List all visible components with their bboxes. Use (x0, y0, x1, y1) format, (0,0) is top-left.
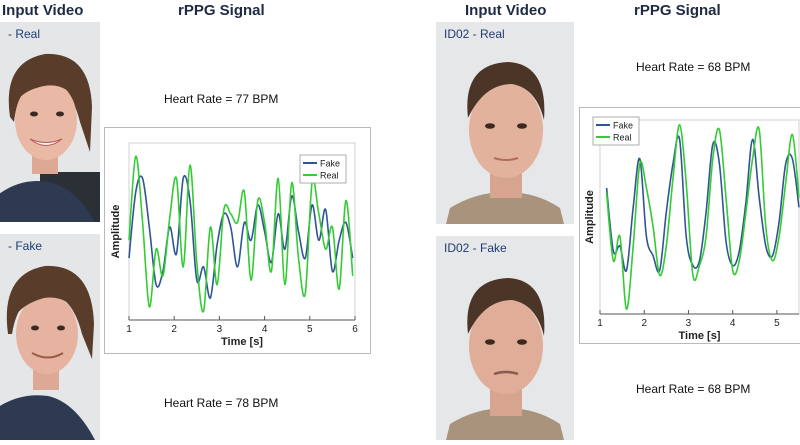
right-chart-series-fake-line (605, 135, 800, 273)
man-face-illustration (436, 22, 574, 224)
id01-fake-label: - Fake (8, 239, 43, 253)
right-chart-x-tick-label: 3 (686, 318, 692, 329)
left-chart-legend-label-fake: Fake (320, 159, 340, 169)
right-chart-y-axis-label: Amplitude (584, 190, 596, 244)
right-rppg-chart-svg: 1 2 3 4 5 Time [s] Amplitude Fake Real (584, 116, 800, 342)
left-rppg-chart: 1 2 3 4 5 6 Time [s] Amplitude Fake Real (104, 127, 371, 354)
right-input-video-heading: Input Video (465, 2, 547, 19)
right-chart-plot-area (599, 119, 800, 315)
right-chart-x-tick-label: 4 (730, 318, 736, 329)
id01-fake-video-frame: - Fake (0, 234, 100, 440)
right-chart-x-tick-label: 5 (774, 318, 780, 329)
fake-man-face-illustration (436, 236, 574, 440)
left-top-heart-rate: Heart Rate = 77 BPM (164, 92, 279, 106)
id01-real-label: - Real (8, 27, 41, 41)
right-chart-x-tick-label: 2 (641, 318, 647, 329)
left-chart-legend-box (299, 154, 347, 184)
left-chart-x-tick-label: 3 (217, 324, 223, 335)
fake-face-illustration (0, 234, 100, 440)
right-chart-legend-label-fake: Fake (613, 121, 633, 131)
right-chart-legend-label-real: Real (613, 133, 632, 143)
id02-fake-video-frame: ID02 - Fake (436, 236, 574, 440)
woman-face-illustration (0, 22, 100, 222)
id02-real-label: ID02 - Real (444, 27, 505, 41)
right-chart-legend-box (592, 116, 640, 146)
right-top-heart-rate: Heart Rate = 68 BPM (636, 60, 751, 74)
id02-real-video-frame: ID02 - Real (436, 22, 574, 224)
right-bottom-heart-rate: Heart Rate = 68 BPM (636, 382, 751, 396)
left-chart-x-tick-label: 5 (307, 324, 313, 335)
left-chart-x-tick-label: 2 (171, 324, 177, 335)
right-chart-x-tick-label: 1 (597, 318, 603, 329)
right-chart-series-real-line (605, 123, 800, 311)
right-chart-x-axis-label: Time [s] (679, 330, 721, 342)
left-chart-legend-label-real: Real (320, 171, 339, 181)
left-chart-y-axis-label: Amplitude (110, 205, 122, 259)
left-rppg-signal-heading: rPPG Signal (178, 2, 265, 19)
left-rppg-chart-svg: 1 2 3 4 5 6 Time [s] Amplitude Fake Real (110, 142, 358, 348)
left-chart-x-axis-label: Time [s] (221, 336, 263, 348)
right-rppg-chart: 1 2 3 4 5 Time [s] Amplitude Fake Real (579, 107, 800, 344)
right-rppg-signal-heading: rPPG Signal (634, 2, 721, 19)
id01-real-video-frame: - Real (0, 22, 100, 222)
left-chart-x-tick-label: 1 (126, 324, 132, 335)
left-bottom-heart-rate: Heart Rate = 78 BPM (164, 396, 279, 410)
left-input-video-heading: Input Video (2, 2, 84, 19)
left-chart-x-tick-label: 4 (262, 324, 268, 335)
left-chart-x-tick-label: 6 (352, 324, 358, 335)
id02-fake-label: ID02 - Fake (444, 241, 507, 255)
